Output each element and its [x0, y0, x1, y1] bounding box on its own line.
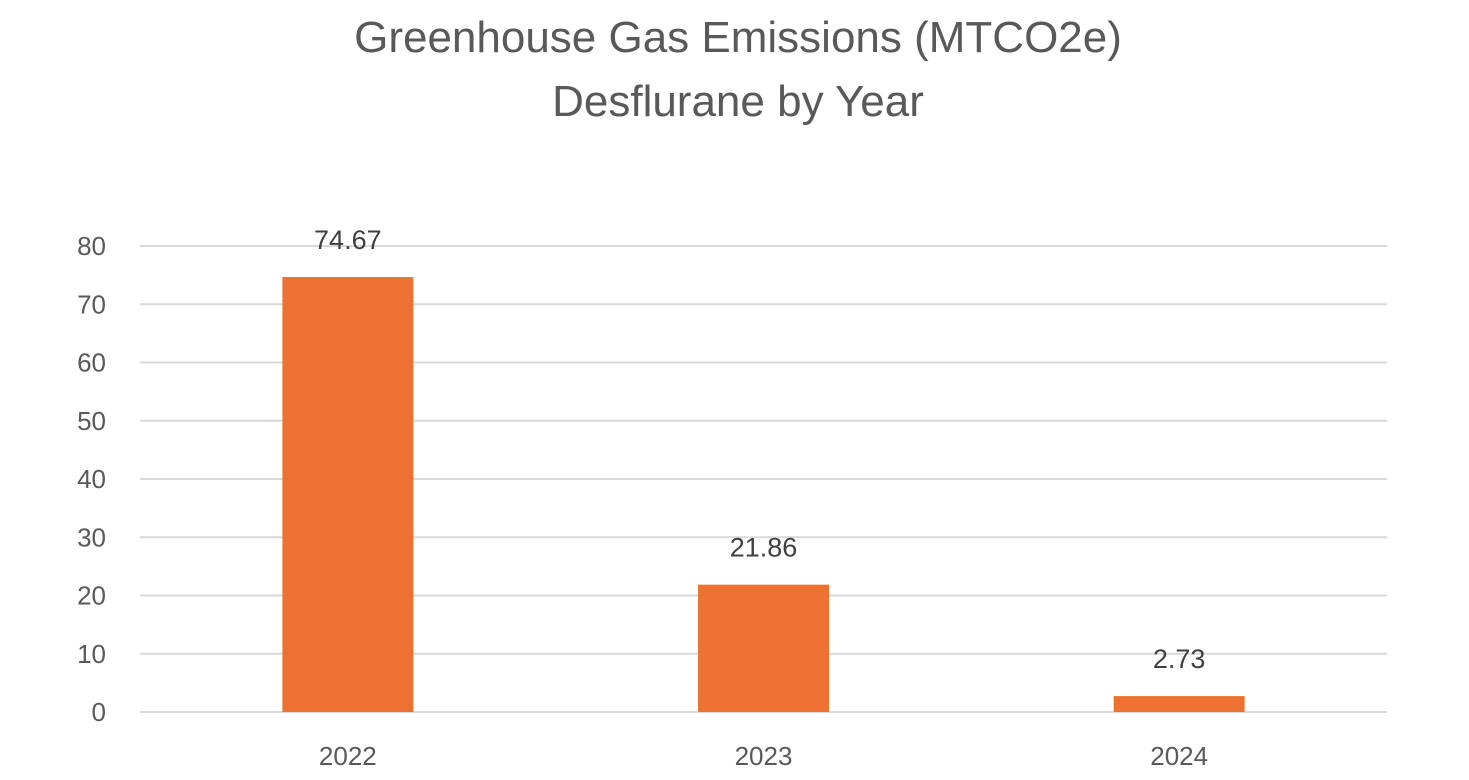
- y-tick-label: 10: [77, 639, 106, 669]
- x-axis-ticks: 2022 2023 2024: [319, 741, 1208, 771]
- y-tick-label: 50: [77, 406, 106, 436]
- y-tick-label: 30: [77, 522, 106, 552]
- bar: [1113, 696, 1245, 712]
- bar: [282, 277, 414, 712]
- data-label: 21.86: [730, 533, 798, 563]
- bars: [282, 277, 1245, 712]
- y-tick-label: 70: [77, 289, 106, 319]
- x-tick-label: 2023: [735, 741, 793, 771]
- y-tick-label: 20: [77, 581, 106, 611]
- x-tick-label: 2022: [319, 741, 377, 771]
- data-labels: 74.67 21.86 2.73: [314, 225, 1205, 674]
- y-tick-label: 60: [77, 348, 106, 378]
- chart-title: Greenhouse Gas Emissions (MTCO2e): [354, 13, 1122, 62]
- y-tick-label: 80: [77, 231, 106, 261]
- y-axis-ticks: 0 10 20 30 40 50 60 70 80: [77, 231, 106, 727]
- data-label: 74.67: [314, 225, 382, 255]
- x-tick-label: 2024: [1150, 741, 1208, 771]
- data-label: 2.73: [1153, 644, 1206, 674]
- y-tick-label: 40: [77, 464, 106, 494]
- bar: [698, 584, 829, 712]
- chart-subtitle: Desflurane by Year: [552, 77, 924, 126]
- y-tick-label: 0: [92, 697, 106, 727]
